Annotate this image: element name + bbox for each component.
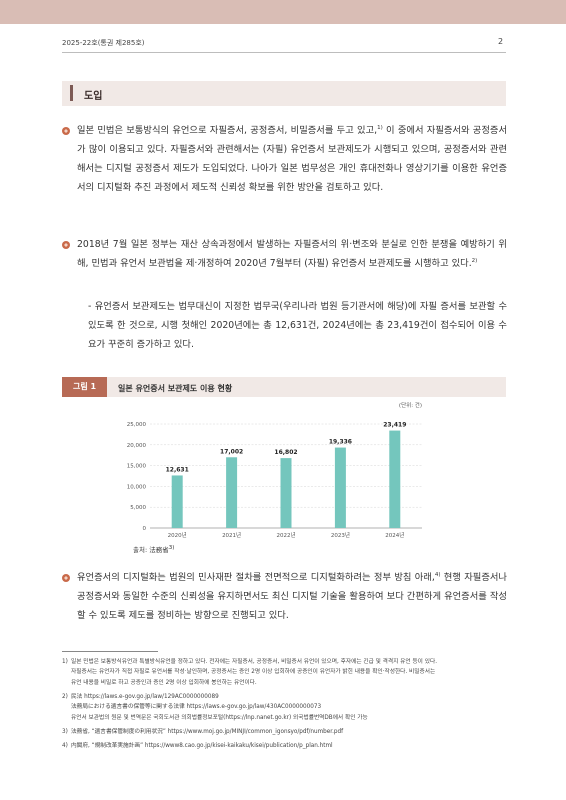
top-color-band [0, 0, 566, 24]
x-tick-label: 2020년 [168, 531, 187, 539]
page-number: 2 [498, 37, 504, 46]
bar [389, 430, 401, 528]
section-heading-box [62, 81, 506, 106]
y-tick-label: 0 [143, 526, 147, 532]
section-title: 도입 [84, 91, 103, 102]
bar [334, 447, 346, 528]
figure-source: 출처: 法務省3) [133, 544, 175, 554]
bar-value-label: 16,802 [274, 449, 297, 456]
intro-sub-item: - 유언증서 보관제도는 법무대신이 지정한 법무국(우리나라 법원 등기관서에… [88, 301, 507, 350]
section-heading-bar [70, 85, 73, 101]
bar [226, 457, 238, 528]
bar-value-label: 23,419 [383, 422, 406, 429]
x-tick-label: 2023년 [331, 531, 350, 539]
footnote-4: 4) 内閣府, “規制改革実施計画” https://www8.cao.go.j… [62, 743, 333, 749]
bullet-icon [62, 241, 70, 249]
intro-paragraph-3: 유언증서의 디지털화는 법원의 민사재판 절차를 전면적으로 디지털화하려는 정… [77, 571, 507, 621]
bar [171, 475, 183, 528]
y-tick-label: 10,000 [127, 484, 147, 490]
bar-value-label: 17,002 [220, 448, 243, 455]
y-tick-label: 5,000 [130, 505, 146, 511]
intro-paragraph-2: 2018년 7월 일본 정부는 재산 상속과정에서 발생하는 자필증서의 위·변… [77, 239, 507, 269]
issue-label: 2025-22호(통권 제285호) [62, 39, 145, 47]
bullet-icon [62, 127, 70, 135]
x-tick-label: 2022년 [276, 531, 295, 539]
y-tick-label: 25,000 [127, 422, 147, 428]
intro-paragraph-1: 일본 민법은 보통방식의 유언으로 자필증서, 공정증서, 비밀증서를 두고 있… [77, 124, 508, 193]
bar-chart: (단위: 건) 0 5,000 10,000 15,000 20,000 25,000 12… [127, 401, 422, 539]
figure-title: 일본 유언증서 보관제도 이용 현황 [118, 384, 233, 393]
footnote-2: 2) 民法 https://laws.e-gov.go.jp/law/129AC… [62, 694, 368, 721]
footnote-1: 1) 일본 민법은 보통방식유언과 특별방식유언을 정하고 있다. 전자에는 자… [62, 659, 437, 686]
figure-tag: 그림 1 [62, 377, 107, 397]
footnote-3: 3) 法務省, “遺言書保管制度の利用状況” https://www.moj.g… [62, 729, 344, 735]
figure-header [62, 377, 506, 397]
header-divider [62, 52, 506, 53]
bar-value-label: 19,336 [329, 439, 352, 446]
bullet-icon [62, 574, 70, 582]
x-tick-label: 2024년 [385, 531, 404, 539]
footnote-divider [62, 651, 158, 652]
y-tick-label: 20,000 [127, 443, 147, 449]
x-tick-label: 2021년 [222, 531, 241, 539]
y-tick-label: 15,000 [127, 464, 147, 470]
bar [280, 458, 292, 528]
bar-value-label: 12,631 [166, 466, 189, 473]
chart-unit-label: (단위: 건) [399, 401, 422, 409]
